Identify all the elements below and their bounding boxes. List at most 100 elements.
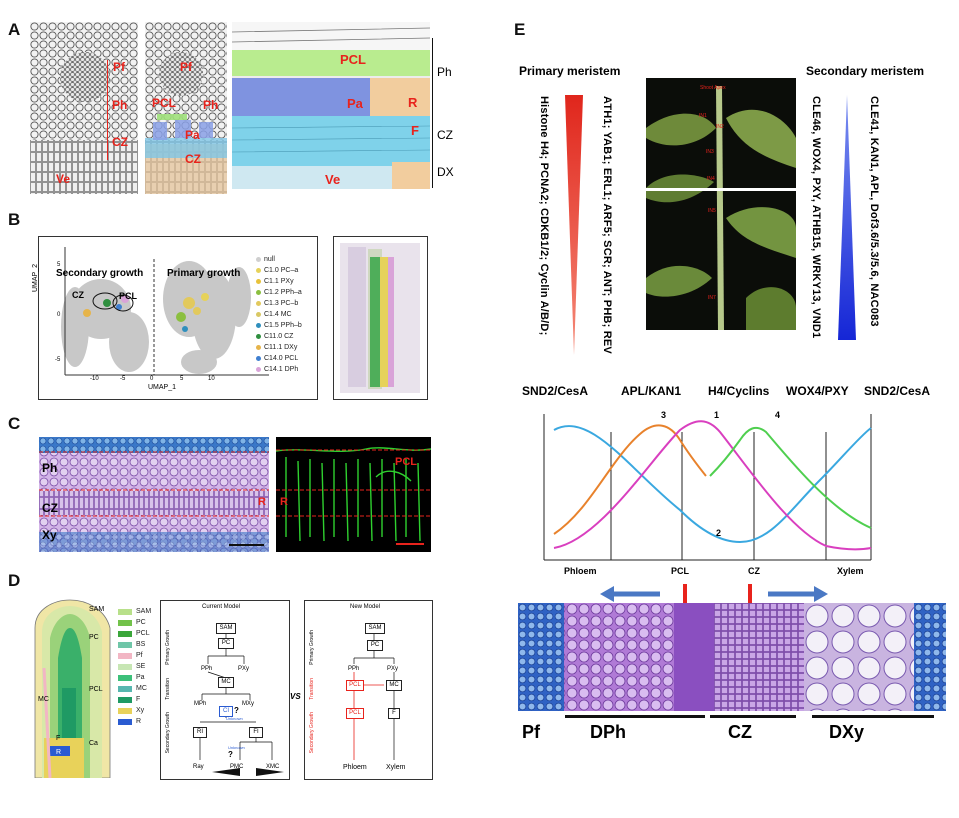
e-primary-meristem: Primary meristem [519, 64, 621, 78]
umap-scatter [61, 247, 269, 376]
a-bracket-line [107, 60, 108, 160]
a2-pcl-label: PCL [152, 96, 176, 110]
b-pcl-label: PCL [119, 291, 137, 301]
e-bar-cz [710, 715, 796, 718]
e-curve-num-2: 2 [716, 528, 722, 538]
d-sam-label: SAM [89, 606, 105, 613]
d-new-pph: PPh [348, 666, 360, 672]
e-bar-dxy [812, 715, 934, 718]
e-col-4-genes: CLE41, KAN1, APL, Dof3.6/5.3/5.6, NAC083 [868, 96, 880, 327]
e-plant-photo [646, 78, 796, 330]
e-photo-in3: IN3 [706, 149, 714, 155]
b-xtick-4: 5 [180, 376, 184, 382]
d-r-label: R [56, 749, 62, 756]
e-photo-in2: IN2 [716, 124, 724, 130]
panel-c-histology [39, 437, 269, 552]
a3-bracket [432, 38, 433, 188]
b-ytick-2: 0 [57, 312, 61, 318]
d-new-xylem: Xylem [386, 764, 406, 771]
panel-d-letter: D [8, 571, 21, 590]
d-current-ri-node: RI [193, 727, 207, 738]
c-fluor-texture [276, 447, 431, 545]
panel-a-image-3 [232, 22, 430, 189]
d-legend: SAM PC PCL BS Pf SE Pa MC F Xy R [118, 606, 151, 727]
b-ytick-3: -5 [55, 357, 61, 363]
e-curve-header-5: SND2/CesA [864, 384, 931, 398]
b-cz-label: CZ [72, 290, 84, 300]
panel-a-image-2 [145, 22, 227, 194]
e-zone-phloem: Phloem [564, 566, 597, 576]
d-current-pc-node: PC [218, 638, 234, 649]
b-spatial-image [340, 243, 420, 393]
d-new-pcl2-node: PCL [346, 708, 364, 719]
legend-item: C1.3 PC–b [256, 298, 302, 309]
d-current-xmc: XMC [266, 764, 280, 770]
e-bottom-dxy: DXy [829, 722, 865, 742]
legend-item: SE [118, 661, 151, 672]
a-pf-label: Pf [113, 60, 125, 74]
a-ve-label: Ve [56, 172, 71, 186]
a3-ve-label: Ve [325, 172, 341, 187]
e-curve-num-4: 4 [775, 410, 781, 420]
b-xlabel: UMAP_1 [148, 384, 177, 391]
d-f-label: F [56, 735, 61, 742]
d-current-mph: MPh [194, 701, 207, 707]
e-col-1-genes: Histone H4; PCNA2; CDKB1/2; Cyclin A/B/D… [538, 96, 550, 336]
legend-item: Xy [118, 705, 151, 716]
d-new-phloem: Phloem [343, 764, 367, 771]
d-mc-label: MC [38, 696, 49, 703]
legend-item: PC [118, 617, 151, 628]
a-cz-label: CZ [112, 135, 128, 149]
d-current-pph: PPh [201, 666, 213, 672]
e-curve-header-2: APL/KAN1 [621, 384, 682, 398]
a2-pa-label: Pa [185, 128, 200, 142]
d-current-mc-node: MC [218, 677, 234, 688]
d-current-pmc: PMC [230, 764, 244, 770]
d-pcl-label: PCL [89, 686, 103, 693]
d-current-sam-node: SAM [216, 623, 236, 634]
legend-item: C1.5 PPh–b [256, 320, 302, 331]
e-photo-in5: IN5 [708, 208, 716, 214]
legend-item: MC [118, 683, 151, 694]
e-photo-apex: Shoot Apex [700, 85, 726, 91]
d-new-mc-node: MC [386, 680, 402, 691]
c-pcl-label: PCL [395, 456, 417, 468]
d-new-pc-node: PC [367, 640, 383, 651]
a2-cz-label: CZ [185, 152, 201, 166]
e-blue-wedge [838, 95, 856, 340]
legend-item: R [118, 716, 151, 727]
e-expression-curves [543, 414, 872, 561]
d-current-fi-node: FI [249, 727, 263, 738]
legend-item: F [118, 694, 151, 705]
d-vs-label: VS [290, 692, 301, 701]
legend-item: BS [118, 639, 151, 650]
e-bar-dph [565, 715, 705, 718]
legend-item: C1.1 PXy [256, 276, 302, 287]
e-secondary-meristem: Secondary meristem [806, 64, 925, 78]
legend-item: C11.1 DXy [256, 342, 302, 353]
e-plant-svg [646, 78, 796, 330]
legend-item: C14.1 DPh [256, 364, 302, 375]
cell-texture-a3 [232, 22, 430, 189]
e-histology-strip [518, 603, 946, 711]
panel-e-letter: E [514, 20, 526, 39]
e-bottom-dph: DPh [590, 722, 626, 742]
d-current-ci-node: CI [219, 706, 233, 717]
cell-texture-a1 [30, 22, 138, 194]
panel-c-fluorescence [276, 437, 431, 552]
e-red-wedge [565, 95, 583, 355]
d-current-ray: Ray [193, 764, 204, 770]
e-curve-header-3: H4/Cyclins [708, 384, 770, 398]
e-histology-texture [518, 603, 946, 711]
legend-item: C11.0 CZ [256, 331, 302, 342]
e-photo-in7: IN7 [708, 295, 716, 301]
a3-side-ph: Ph [437, 65, 452, 79]
d-new-title: New Model [350, 604, 381, 610]
panel-b-letter: B [8, 210, 21, 229]
e-bottom-cz: CZ [728, 722, 752, 742]
d-new-pxy: PXy [387, 666, 399, 672]
c-r-label: R [258, 496, 266, 508]
legend-item: null [256, 254, 302, 265]
legend-item: C1.2 PPh–a [256, 287, 302, 298]
b-xtick-5: 10 [208, 376, 215, 382]
